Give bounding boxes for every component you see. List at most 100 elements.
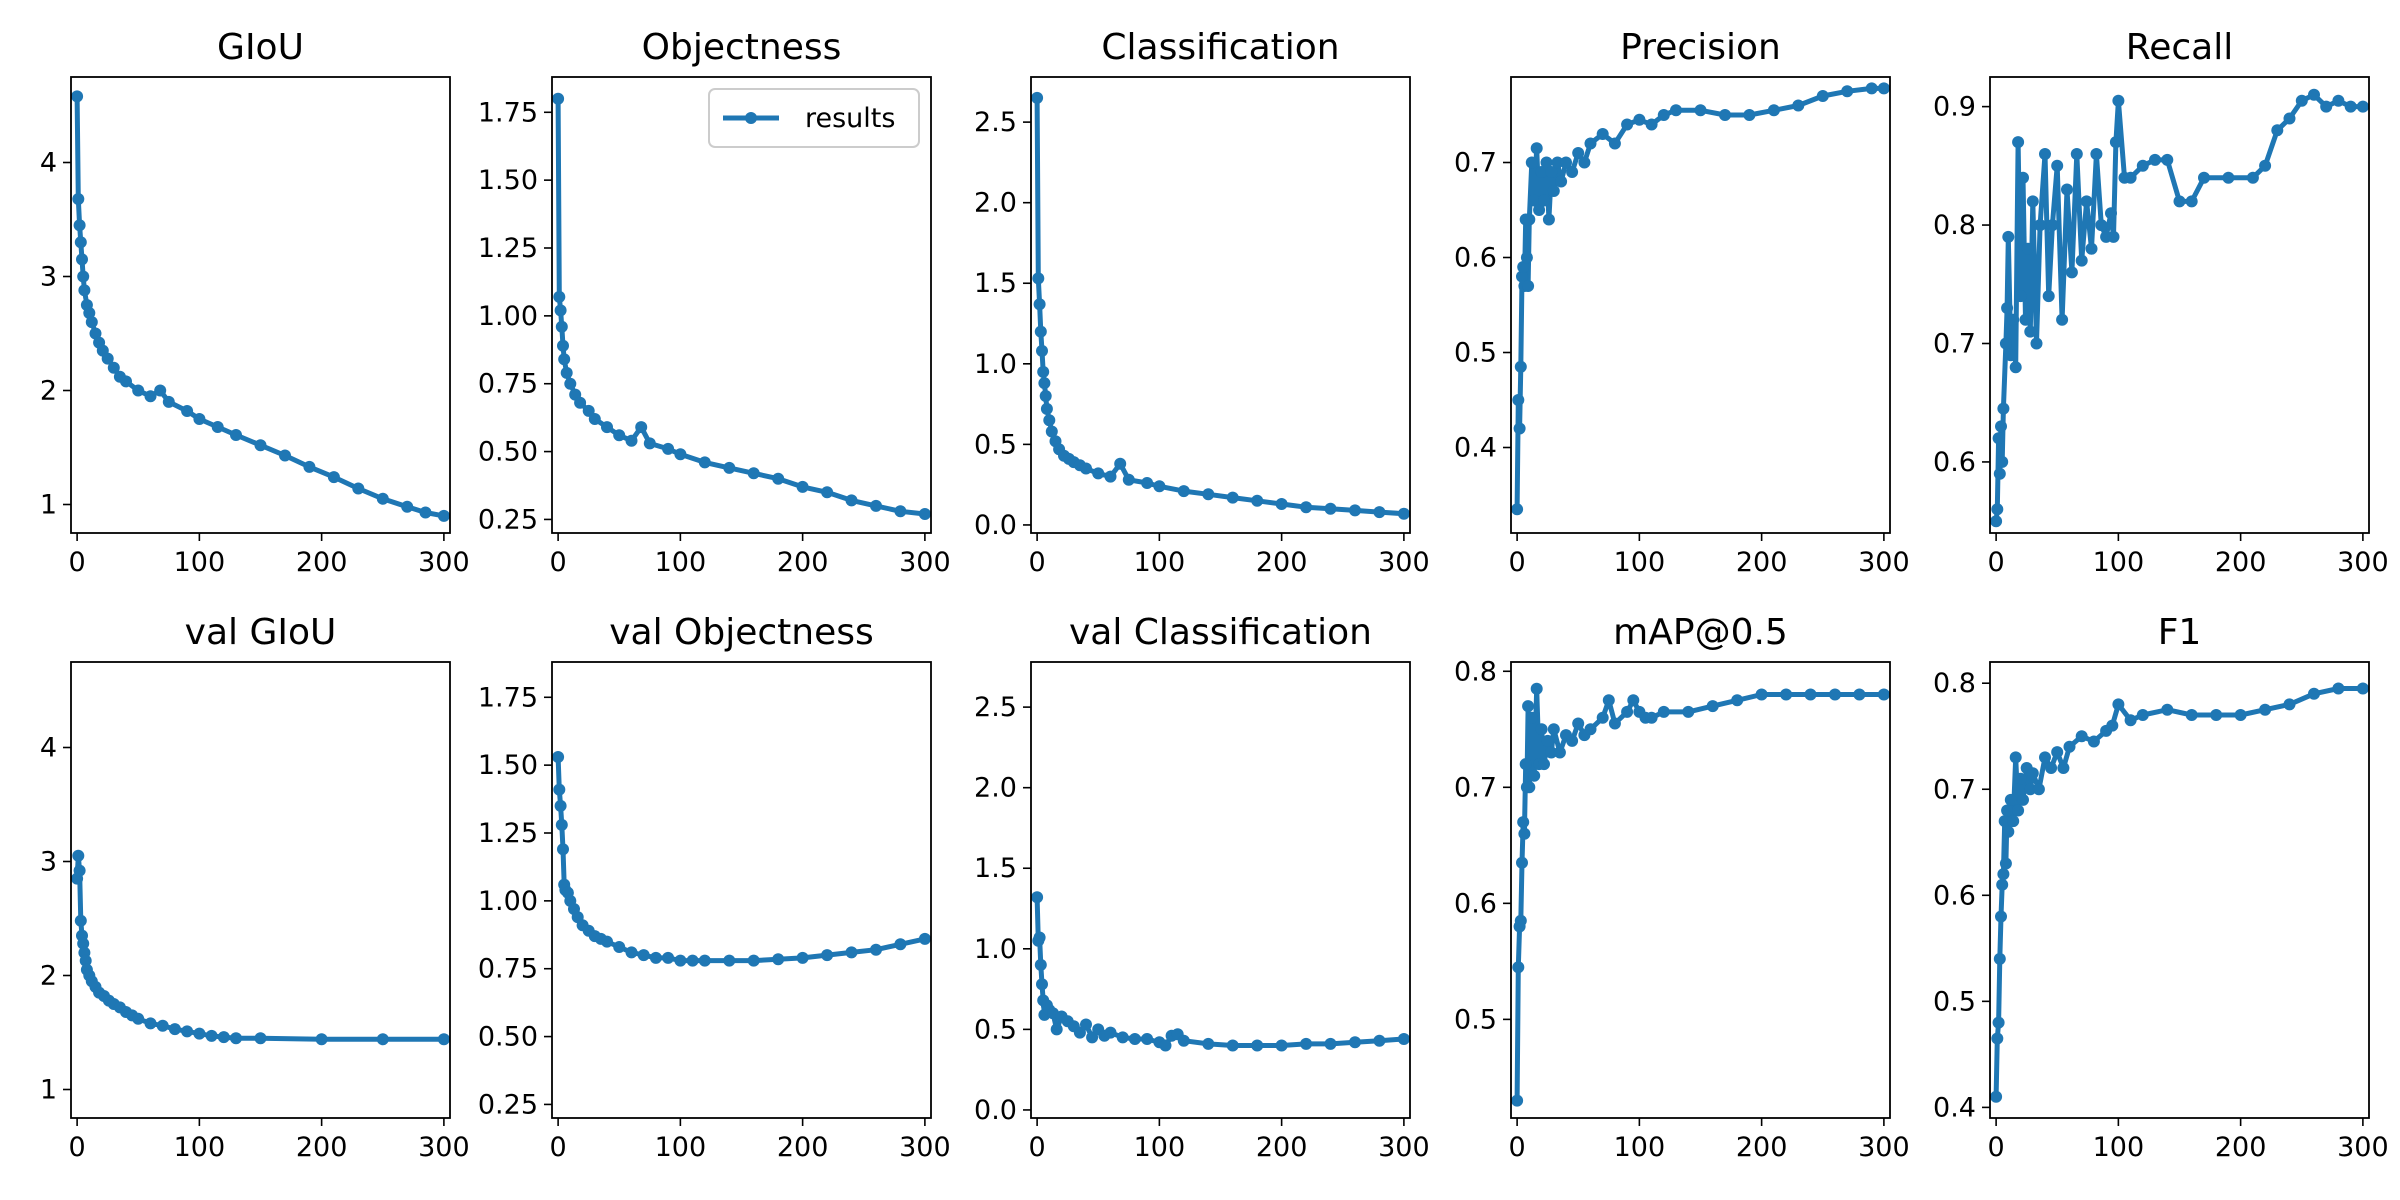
data-point [79, 954, 92, 967]
data-point [1397, 1033, 1410, 1045]
data-point [2344, 100, 2357, 113]
legend-marker [745, 112, 757, 124]
data-point [1706, 700, 1719, 713]
x-tick-label: 0 [1988, 547, 2005, 578]
data-point [1530, 682, 1543, 695]
y-tick-label: 0.6 [1933, 880, 1976, 911]
axes-frame [551, 661, 932, 1119]
axes-frame [1989, 661, 2370, 1119]
subplot-title: Classification [1101, 27, 1339, 68]
data-point [1535, 166, 1548, 178]
y-tick-label: 0.8 [1454, 656, 1497, 687]
data-point [154, 384, 167, 397]
y-tick-label: 0.4 [1933, 1092, 1976, 1123]
data-point [1533, 204, 1546, 216]
data-point [2030, 337, 2043, 350]
y-tick-label: 3 [40, 847, 57, 878]
data-point [1523, 781, 1536, 794]
data-point [1719, 109, 1731, 121]
data-point [796, 480, 809, 493]
data-point [2259, 703, 2272, 716]
data-point [2012, 804, 2025, 817]
data-point [2007, 313, 2020, 326]
data-point [217, 1031, 230, 1044]
data-point [315, 1033, 328, 1046]
data-point [1373, 506, 1386, 519]
y-tick-label: 2.0 [974, 773, 1017, 804]
data-point [1657, 109, 1670, 121]
data-point [2356, 100, 2369, 113]
y-tick-label: 0.6 [1933, 447, 1976, 478]
x-tick-label: 300 [899, 1132, 951, 1163]
data-point [2087, 735, 2100, 748]
x-tick-label: 300 [418, 547, 470, 578]
data-point [1538, 194, 1550, 207]
data-point [1755, 688, 1768, 701]
subplot-1: GIoU 0 100 200 300 1 2 3 4 [40, 27, 470, 578]
y-tick-label: 0.5 [974, 429, 1017, 460]
y-tick-label: 0.0 [974, 1095, 1017, 1126]
subplot-8: val Classification 0 100 200 300 0.0 0.5 1.0 1.5… [974, 612, 1430, 1163]
data-point [1996, 455, 2009, 468]
data-point [1999, 337, 2012, 350]
data-point [1530, 142, 1543, 155]
data-point [2017, 171, 2029, 184]
data-point [2001, 302, 2014, 314]
data-point [1555, 175, 1568, 188]
data-point [78, 284, 91, 297]
data-point [2007, 815, 2020, 828]
data-point [1993, 952, 2006, 965]
data-point [2136, 159, 2149, 172]
y-tick-label: 2 [40, 376, 57, 407]
x-tick-label: 300 [1858, 547, 1910, 578]
data-point [564, 377, 577, 390]
x-tick-label: 100 [174, 547, 226, 578]
y-tick-label: 0.6 [1454, 888, 1497, 919]
data-point [686, 954, 699, 967]
axes-frame [70, 661, 451, 1119]
data-point [1034, 325, 1047, 338]
data-point [1511, 503, 1524, 516]
y-tick-label: 0.75 [478, 369, 538, 400]
y-tick-label: 0.7 [1454, 772, 1497, 803]
data-point [625, 434, 638, 447]
data-point [2161, 153, 2174, 166]
data-point [698, 954, 711, 967]
data-point [2063, 740, 2076, 753]
x-tick-label: 100 [1134, 1132, 1186, 1163]
data-point [77, 270, 90, 283]
data-point [2185, 709, 2198, 721]
data-point [1816, 90, 1829, 102]
y-tick-label: 0.25 [478, 1089, 538, 1120]
data-point [2112, 698, 2125, 711]
data-point [2295, 94, 2308, 107]
x-tick-label: 100 [655, 547, 707, 578]
y-tick-label: 0.9 [1933, 92, 1976, 123]
x-tick-label: 200 [1736, 547, 1788, 578]
data-point [2026, 767, 2039, 780]
data-point [1519, 758, 1532, 771]
subplot-2: Objectness 0 100 200 300 0.25 0.50 0.75 1.00 1.25… [478, 27, 951, 578]
data-point [2271, 124, 2284, 137]
data-point [2014, 290, 2027, 303]
data-point [1141, 1033, 1154, 1045]
data-point [1128, 1033, 1141, 1045]
x-tick-label: 300 [1858, 1132, 1910, 1163]
data-point [1991, 1032, 2004, 1045]
data-point [2001, 804, 2014, 817]
data-point [1682, 705, 1695, 718]
y-tick-label: 0.75 [478, 954, 538, 985]
data-point [674, 448, 687, 461]
data-point [574, 396, 587, 409]
data-point [2222, 171, 2235, 184]
data-point [1627, 694, 1640, 707]
data-point [1523, 213, 1536, 226]
data-point [2061, 183, 2073, 196]
data-point [1995, 420, 2007, 433]
data-point [1033, 931, 1046, 944]
data-point [870, 943, 882, 956]
data-point [552, 751, 565, 763]
data-point [1633, 113, 1646, 126]
